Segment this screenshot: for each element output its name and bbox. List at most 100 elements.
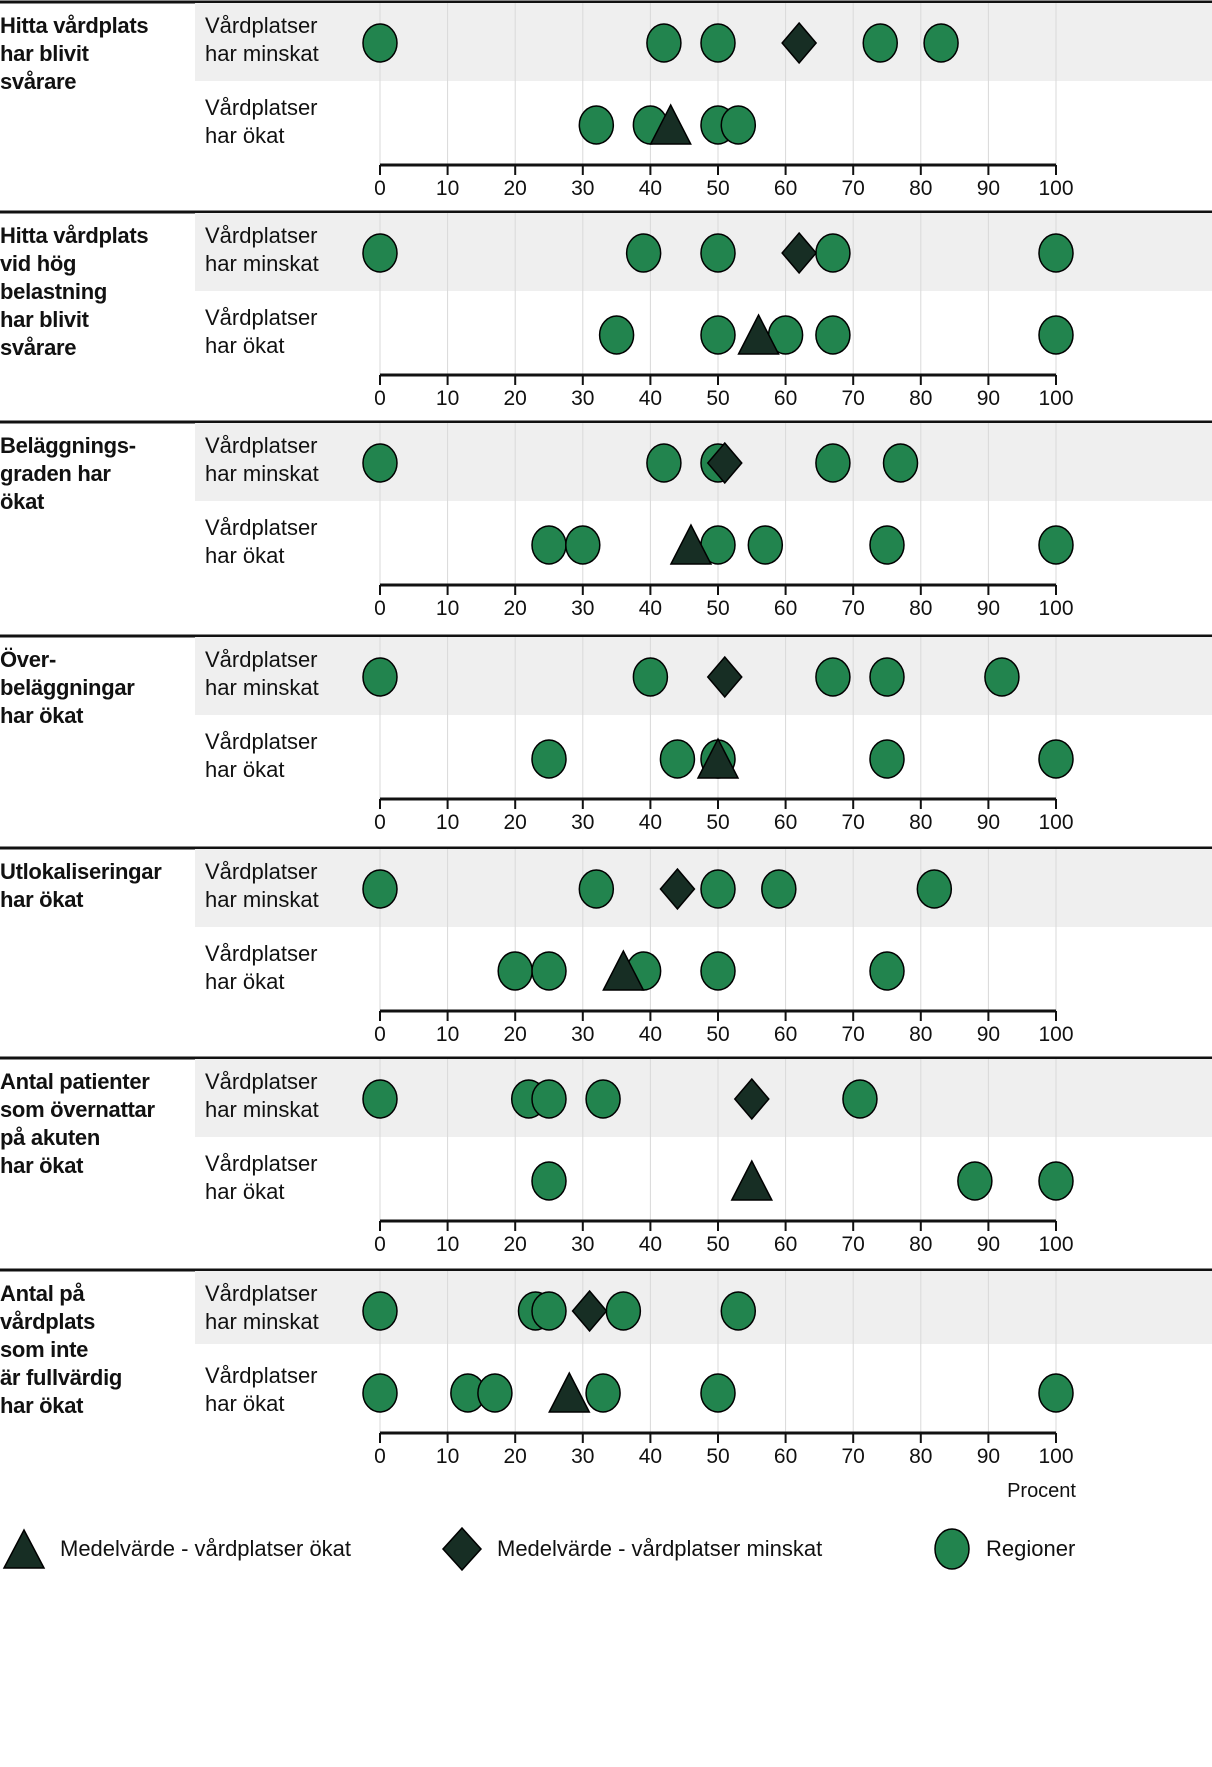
legend-symbols <box>2 1526 970 1572</box>
row-label-okat: Vårdplatser har ökat <box>205 515 318 568</box>
row-label-okat: Vårdplatser har ökat <box>205 95 318 148</box>
x-tick-label: 60 <box>773 177 798 200</box>
x-tick-label: 0 <box>374 177 386 200</box>
x-tick-label: 0 <box>374 387 386 410</box>
region-dot <box>497 951 533 991</box>
region-dot <box>1038 1161 1074 1201</box>
region-dot <box>842 1079 878 1119</box>
legend-label-mean-decreased: Medelvärde - vårdplatser minskat <box>497 1536 823 1561</box>
region-dot <box>815 657 851 697</box>
region-dot <box>646 443 682 483</box>
region-dot <box>862 23 898 63</box>
x-tick-label: 80 <box>909 1023 933 1046</box>
x-tick-label: 10 <box>435 1023 460 1046</box>
triangle-icon <box>2 1528 46 1569</box>
region-dot <box>882 443 919 483</box>
row-label-minskat: Vårdplatser har minskat <box>205 647 319 700</box>
row-band-minskat <box>195 1059 1212 1137</box>
category-label: Beläggnings- graden har ökat <box>0 433 136 514</box>
x-tick-label: 70 <box>841 177 865 200</box>
x-tick-label: 100 <box>1038 1233 1074 1256</box>
region-dot <box>1038 233 1074 273</box>
x-tick-label: 0 <box>374 811 386 834</box>
x-tick-label: 80 <box>909 811 933 834</box>
region-dot <box>815 315 851 355</box>
mean-triangle-marker <box>649 103 692 145</box>
region-dot <box>700 869 736 909</box>
region-dot <box>1038 315 1074 355</box>
region-dot <box>362 443 398 483</box>
row-label-okat: Vårdplatser har ökat <box>205 941 318 994</box>
x-tick-label: 40 <box>638 387 663 410</box>
row-label-minskat: Vårdplatser har minskat <box>205 223 319 276</box>
region-dot <box>531 1161 567 1201</box>
x-tick-label: 60 <box>773 597 798 620</box>
x-tick-label: 90 <box>976 387 1001 410</box>
row-label-minskat: Vårdplatser har minskat <box>205 433 319 486</box>
region-dot <box>700 951 736 991</box>
row-label-okat: Vårdplatser har ökat <box>205 305 318 358</box>
x-tick-label: 30 <box>571 1445 595 1468</box>
x-tick-label: 10 <box>435 597 460 620</box>
x-tick-label: 70 <box>841 1445 865 1468</box>
x-tick-label: 30 <box>571 1023 595 1046</box>
region-dot <box>362 1079 398 1119</box>
x-tick-label: 30 <box>571 177 595 200</box>
x-tick-label: 60 <box>773 1445 798 1468</box>
x-tick-label: 40 <box>638 1445 663 1468</box>
x-tick-label: 60 <box>773 387 798 410</box>
x-tick-label: 20 <box>503 387 527 410</box>
region-dot <box>531 951 567 991</box>
x-tick-label: 10 <box>435 177 460 200</box>
region-dot <box>362 869 398 909</box>
mean-diamond-marker <box>781 231 818 275</box>
x-tick-label: 30 <box>571 811 595 834</box>
region-dot <box>869 657 905 697</box>
x-tick-label: 80 <box>909 1233 933 1256</box>
x-tick-label: 20 <box>503 1023 527 1046</box>
x-tick-label: 80 <box>909 387 933 410</box>
region-dot <box>605 1291 642 1331</box>
region-dot <box>598 315 635 355</box>
x-tick-label: 20 <box>503 177 527 200</box>
x-tick-label: 70 <box>841 387 865 410</box>
x-tick-label: 10 <box>435 1445 460 1468</box>
mean-triangle-marker <box>548 1371 591 1413</box>
x-axis-label: Procent <box>1007 1480 1076 1502</box>
region-dot <box>531 739 567 779</box>
x-tick-label: 30 <box>571 1233 595 1256</box>
row-label-minskat: Vårdplatser har minskat <box>205 13 319 66</box>
x-tick-label: 90 <box>976 177 1001 200</box>
mean-diamond-marker <box>706 655 743 699</box>
region-dot <box>362 1291 398 1331</box>
x-tick-label: 100 <box>1038 1023 1074 1046</box>
region-dot <box>815 233 851 273</box>
x-tick-label: 0 <box>374 1445 386 1468</box>
region-dot <box>700 23 736 63</box>
region-dot <box>869 525 905 565</box>
region-dot <box>720 1291 757 1331</box>
row-label-minskat: Vårdplatser har minskat <box>205 1281 319 1334</box>
x-tick-label: 80 <box>909 597 933 620</box>
x-tick-label: 100 <box>1038 1445 1074 1468</box>
category-label: Antal patienter som övernattar på akuten… <box>0 1069 155 1178</box>
category-label: Hitta vårdplats har blivit svårare <box>0 13 149 94</box>
x-tick-label: 10 <box>435 387 460 410</box>
region-dot <box>700 1373 736 1413</box>
x-tick-label: 30 <box>571 387 595 410</box>
region-dot <box>815 443 851 483</box>
mean-diamond-marker <box>706 441 743 485</box>
region-dot <box>531 1291 567 1331</box>
x-tick-label: 60 <box>773 1023 798 1046</box>
circle-icon <box>934 1528 970 1570</box>
region-dot <box>720 105 757 145</box>
x-tick-label: 50 <box>706 811 730 834</box>
mean-triangle-marker <box>737 313 780 355</box>
mean-triangle-marker <box>730 1159 774 1201</box>
region-dot <box>700 233 736 273</box>
mean-triangle-marker <box>602 949 645 991</box>
x-tick-label: 100 <box>1038 597 1074 620</box>
region-dot <box>869 951 905 991</box>
